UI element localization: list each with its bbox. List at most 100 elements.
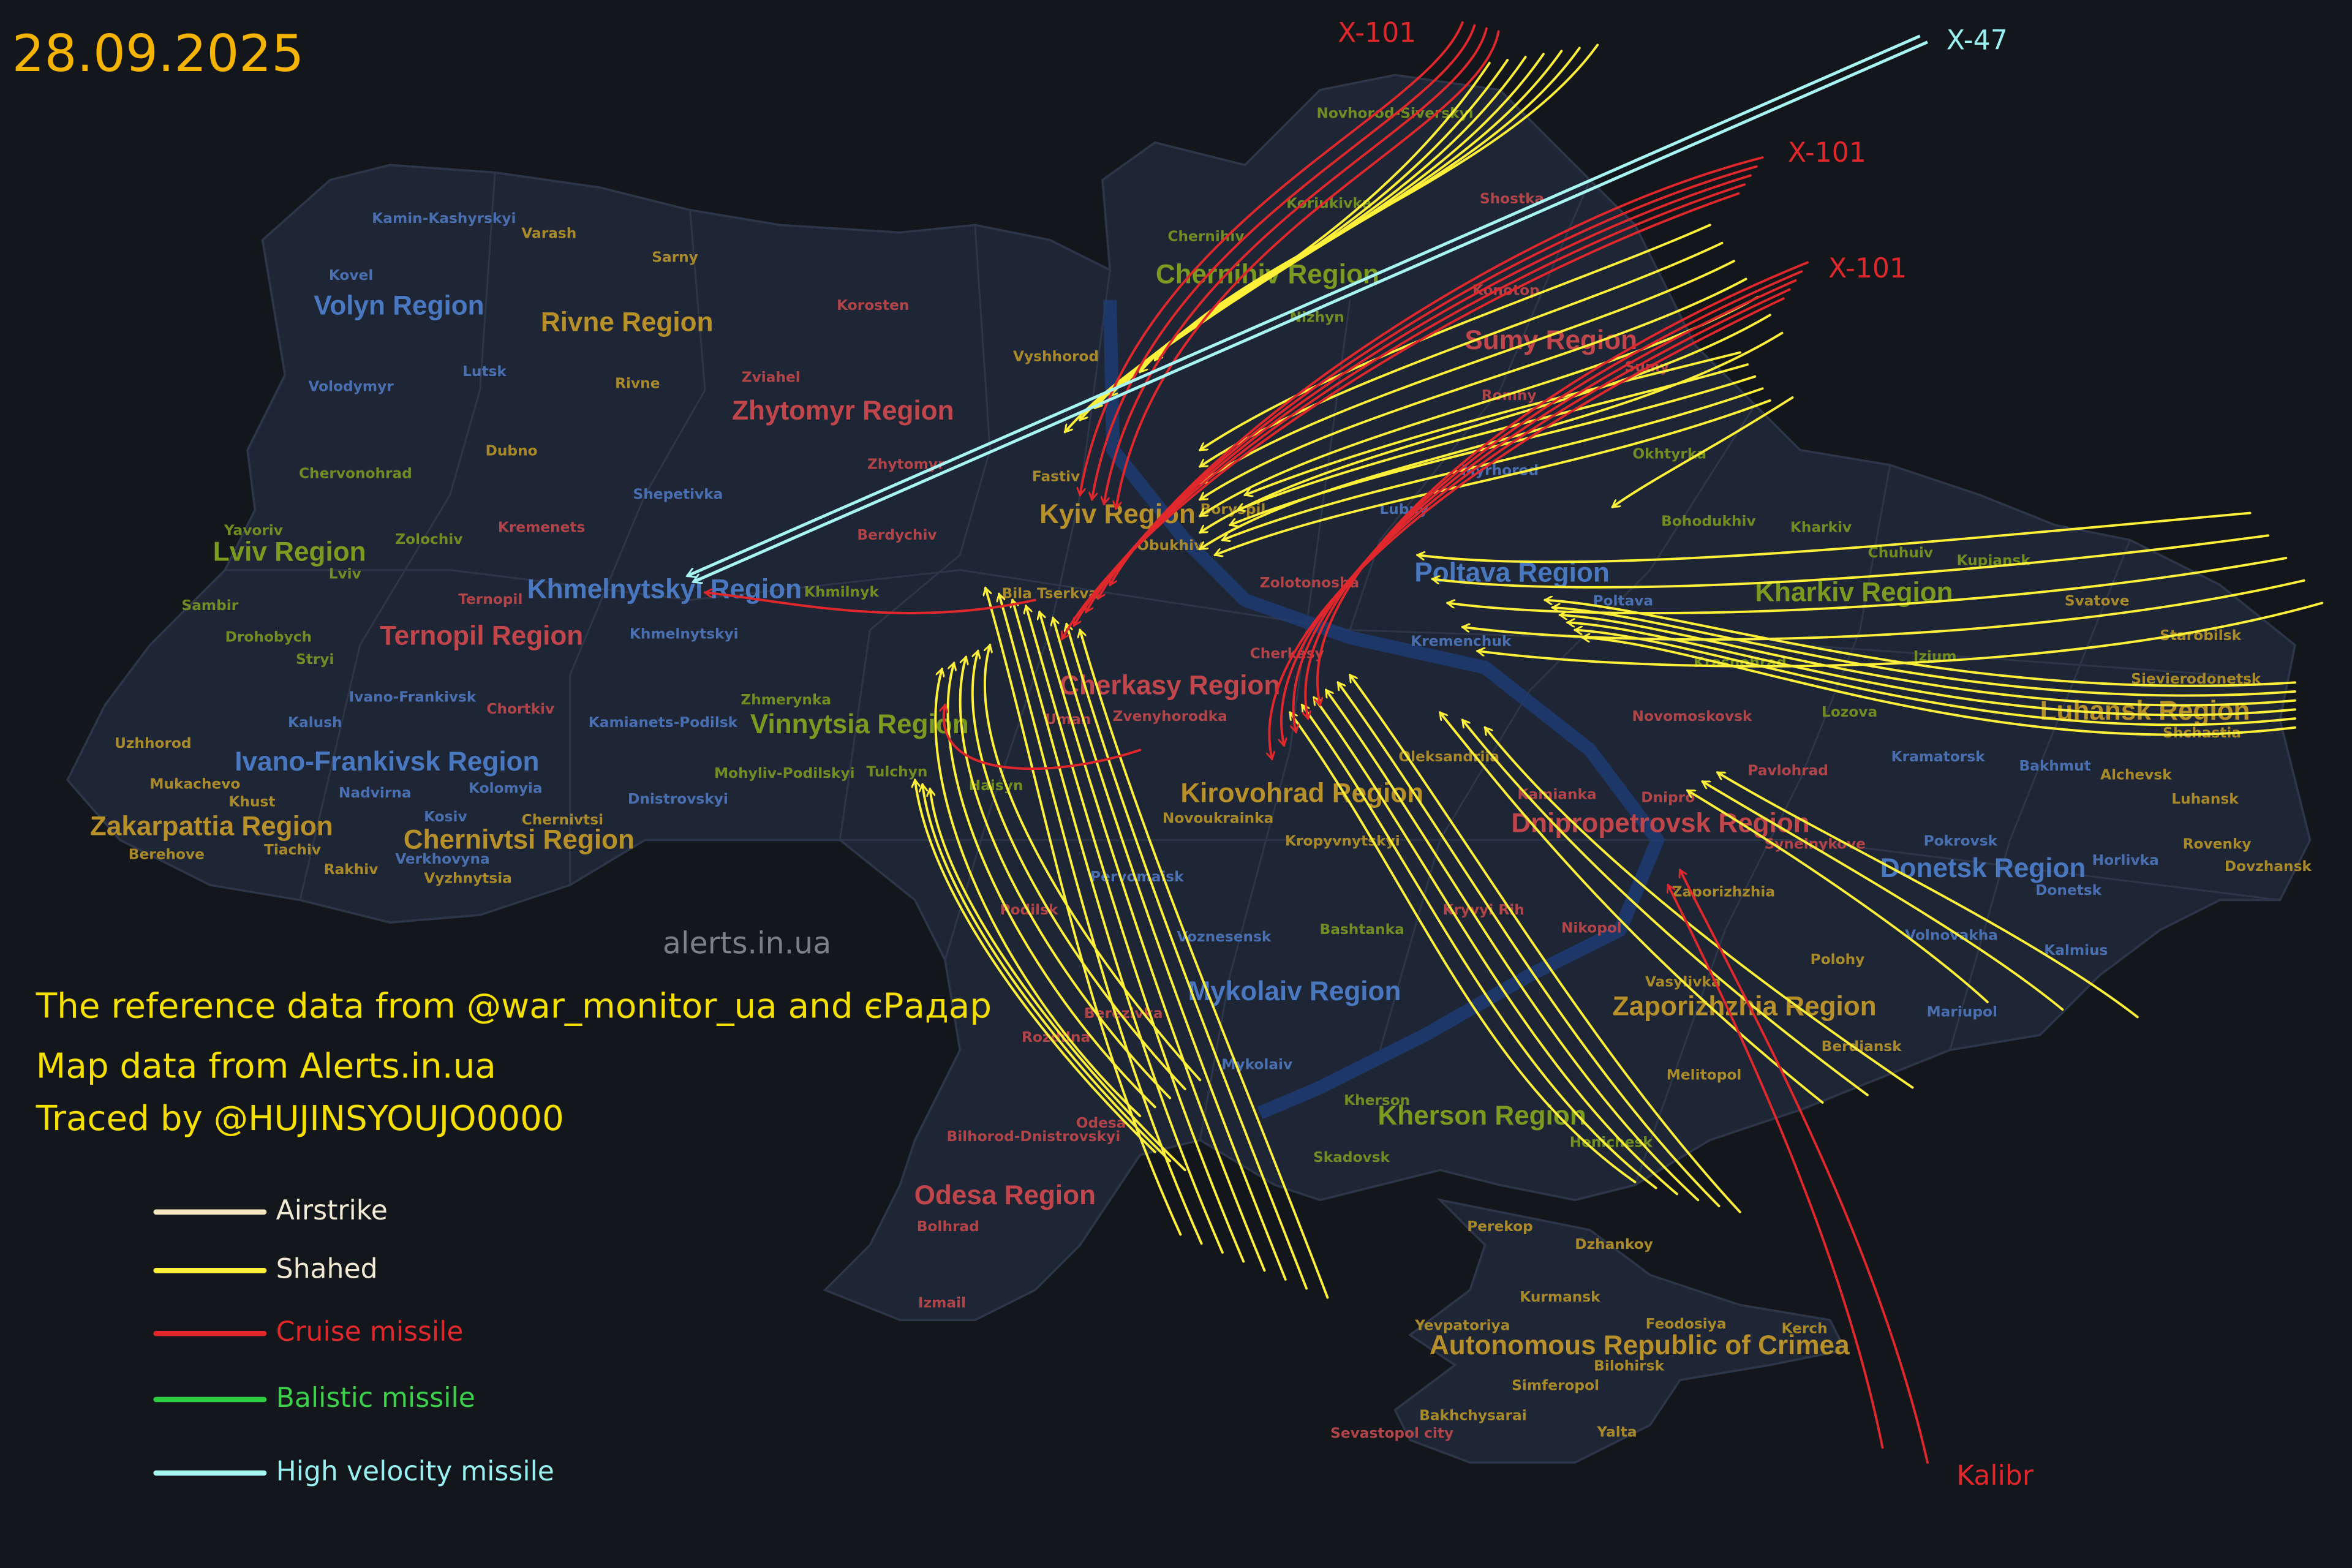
region-borders [225, 172, 2280, 1186]
overlay: 28.09.2025 alerts.in.ua The reference da… [12, 24, 992, 1139]
credit-line: Map data from Alerts.in.ua [36, 1046, 496, 1086]
cruise-track [944, 705, 1142, 770]
city-label: Drohobych [225, 628, 312, 645]
shahed-track [930, 789, 1186, 1172]
cruise-track [1269, 297, 1785, 759]
city-label: Bilhorod-Dnistrovskyi [946, 1128, 1120, 1145]
shahed-track [1063, 61, 1491, 432]
city-label: Mukachevo [149, 775, 240, 792]
city-label: Kharkiv [1790, 519, 1852, 536]
city-label: Kolomyia [469, 780, 543, 797]
missile-label: X-101 [1788, 137, 1866, 168]
city-label: Perekop [1467, 1218, 1533, 1235]
legend-label: Shahed [276, 1253, 378, 1284]
cruise-track [1680, 870, 1929, 1464]
shahed-track [1439, 712, 1824, 1104]
city-label: Voznesensk [1177, 929, 1272, 945]
watermark: alerts.in.ua [663, 925, 831, 960]
city-label: Zvenyhorodka [1113, 708, 1227, 725]
city-label: Novomoskovsk [1632, 708, 1752, 725]
city-label: Chernivtsi [522, 812, 603, 828]
region-label: Kherson Region [1378, 1101, 1586, 1131]
city-label: Obukhiv [1137, 537, 1203, 554]
shahed-track [1461, 720, 1869, 1096]
cruise-track [1060, 192, 1740, 639]
region-label: Zhytomyr Region [732, 396, 954, 426]
city-label: Haisyn [969, 777, 1023, 794]
city-label: Khmilnyk [804, 584, 879, 600]
city-label: Sarny [652, 249, 698, 266]
city-label: Bakhmut [2019, 758, 2090, 774]
land [66, 74, 2312, 1464]
city-label: Kalush [288, 714, 342, 731]
city-label: Uzhhorod [115, 735, 192, 752]
shahed-track [1313, 698, 1678, 1196]
shahed-track [1483, 728, 1914, 1089]
city-label: Khust [228, 794, 275, 810]
region-label: Vinnytsia Region [750, 709, 969, 739]
shahed-track [1560, 615, 2296, 707]
region-label: Odesa Region [914, 1180, 1096, 1210]
city-label: Kosiv [424, 809, 467, 825]
city-label: Lviv [329, 565, 361, 582]
high-velocity-track [693, 40, 1928, 582]
shahed-track [1583, 638, 2296, 736]
shahed-track [1012, 600, 1224, 1254]
region-label: Donetsk Region [1880, 853, 2086, 883]
crimea [1393, 1198, 1847, 1464]
city-label: Oleksandriia [1398, 748, 1499, 765]
city-label: Zolochiv [395, 531, 462, 548]
city-label: Kremenchuk [1411, 633, 1512, 650]
shahed-track [1417, 511, 2252, 564]
city-label: Bila Tserkva [1001, 585, 1098, 601]
city-label: Feodosiya [1646, 1316, 1727, 1332]
shahed-track [1066, 624, 1308, 1290]
shahed-track [1026, 606, 1245, 1263]
city-label: Rovenky [2183, 835, 2252, 852]
cruise-track [1305, 270, 1803, 718]
city-label: Svatove [2065, 593, 2130, 609]
region-label: Ternopil Region [380, 620, 583, 650]
legend: Airstrike Shahed Cruise missile Balistic mi… [153, 1195, 554, 1487]
shahed-track [1200, 277, 1747, 501]
credit-line: Traced by @HUJINSYOUJO0000 [36, 1099, 564, 1139]
city-label: Kramatorsk [1891, 748, 1985, 765]
city-label: Sevastopol city [1330, 1425, 1453, 1442]
city-label: Donetsk [2035, 882, 2102, 899]
city-label: Mohyliv-Podilskyi [714, 765, 855, 782]
shahed-track [1349, 675, 1741, 1213]
city-label: Novoukrainka [1163, 810, 1273, 827]
cruise-track [1080, 21, 1464, 495]
dnipro-river [1103, 300, 1665, 1120]
shahed-track [1463, 579, 2305, 641]
city-label: Bilohirsk [1594, 1358, 1664, 1374]
shahed-track [1336, 682, 1721, 1207]
city-label: Zhytomyr [867, 456, 945, 473]
cruise-track [1281, 288, 1791, 745]
city-label: Pavlohrad [1747, 762, 1828, 778]
shahed-track [985, 645, 1202, 1082]
shahed-track [1289, 712, 1637, 1183]
city-label: Synelnykove [1764, 835, 1866, 852]
shahed-track [1567, 622, 2296, 717]
shahed-track [1080, 630, 1329, 1299]
shahed-track [1703, 780, 2064, 1011]
city-label: Simferopol [1512, 1377, 1599, 1393]
shahed-track [1447, 557, 2288, 614]
city-label: Kamianets-Podilsk [589, 714, 738, 731]
city-label: Kropyvnytskyi [1285, 832, 1400, 849]
region-label: Volyn Region [314, 291, 484, 321]
city-label: Skadovsk [1313, 1149, 1390, 1166]
city-label: Melitopol [1667, 1066, 1742, 1083]
shahed-track [959, 657, 1172, 1099]
city-label: Sambir [181, 597, 238, 614]
city-label: Ivano-Frankivsk [349, 688, 477, 705]
city-label: Dnipro [1641, 789, 1695, 805]
city-label: Lutsk [462, 363, 507, 380]
region-label: Dnipropetrovsk Region [1511, 809, 1809, 839]
missile-label: Kalibr [1956, 1460, 2034, 1491]
region-label: Kirovohrad Region [1180, 778, 1423, 809]
region-labels: Volyn Region Rivne Region Zhytomyr Region C… [90, 259, 2250, 1360]
city-label: Rakhiv [324, 861, 379, 878]
